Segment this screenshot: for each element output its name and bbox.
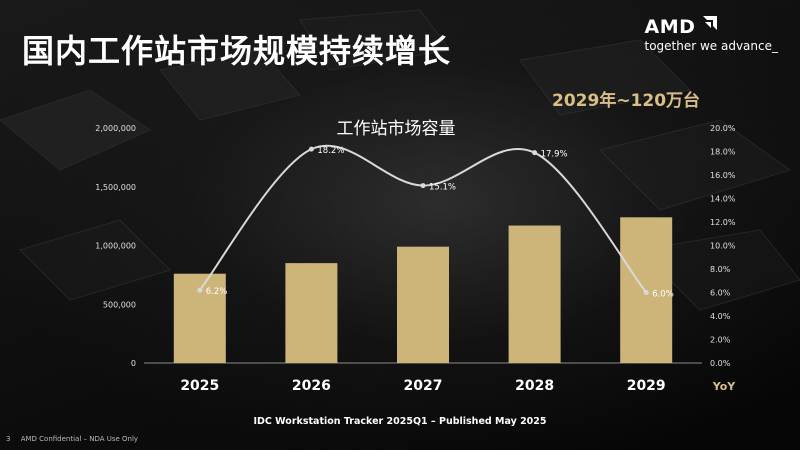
bar-2028 bbox=[508, 225, 561, 363]
y2-tick-label: 10.0% bbox=[710, 242, 736, 251]
yoy-data-label: 18.2% bbox=[317, 146, 344, 156]
y2-axis-label: YoY bbox=[712, 380, 737, 393]
forecast-highlight: 2029年~120万台 bbox=[552, 91, 701, 111]
x-tick-label: 2027 bbox=[404, 378, 443, 394]
y-tick-label: 1,000,000 bbox=[95, 242, 136, 251]
bar-2026 bbox=[285, 263, 338, 363]
yoy-point-2026 bbox=[308, 146, 314, 152]
yoy-data-label: 17.9% bbox=[541, 150, 568, 160]
slide-title: 国内工作站市场规模持续增长 bbox=[22, 32, 452, 70]
source-footer: IDC Workstation Tracker 2025Q1 – Publish… bbox=[253, 416, 547, 427]
y-tick-label: 1,500,000 bbox=[95, 183, 136, 192]
amd-logo: AMD together we advance_ bbox=[644, 16, 778, 53]
y-tick-label: 0 bbox=[131, 359, 136, 368]
confidential-text: AMD Confidential – NDA Use Only bbox=[20, 435, 139, 443]
x-tick-label: 2025 bbox=[180, 378, 219, 394]
yoy-data-label: 6.0% bbox=[652, 290, 674, 300]
chart-title: 工作站市场容量 bbox=[337, 119, 456, 139]
y2-tick-label: 6.0% bbox=[710, 289, 731, 298]
yoy-point-2029 bbox=[643, 290, 649, 295]
y2-tick-label: 14.0% bbox=[710, 195, 736, 204]
x-tick-label: 2029 bbox=[627, 378, 666, 394]
y2-tick-label: 16.0% bbox=[710, 171, 736, 180]
yoy-point-2027 bbox=[420, 183, 426, 189]
page-number: 3 bbox=[6, 435, 11, 443]
y2-tick-label: 18.0% bbox=[710, 148, 736, 157]
bar-2027 bbox=[397, 246, 449, 363]
y2-tick-label: 4.0% bbox=[710, 312, 731, 321]
y-tick-label: 2,000,000 bbox=[95, 124, 136, 133]
x-tick-label: 2026 bbox=[292, 378, 331, 394]
amd-arrow-icon bbox=[703, 16, 718, 30]
yoy-point-2025 bbox=[197, 287, 203, 293]
y2-tick-label: 8.0% bbox=[710, 265, 731, 274]
yoy-data-label: 15.1% bbox=[429, 183, 456, 193]
confidential-note: 3 AMD Confidential – NDA Use Only bbox=[6, 435, 146, 443]
yoy-point-2028 bbox=[532, 150, 538, 156]
amd-tagline: together we advance_ bbox=[644, 39, 778, 53]
yoy-data-label: 6.2% bbox=[206, 287, 228, 297]
y2-tick-label: 12.0% bbox=[710, 218, 736, 227]
y2-tick-label: 0.0% bbox=[710, 359, 731, 368]
x-tick-label: 2028 bbox=[515, 378, 554, 394]
amd-wordmark: AMD bbox=[644, 16, 696, 38]
y-tick-label: 500,000 bbox=[103, 300, 136, 309]
y2-tick-label: 20.0% bbox=[710, 124, 736, 133]
y2-tick-label: 2.0% bbox=[710, 336, 731, 345]
